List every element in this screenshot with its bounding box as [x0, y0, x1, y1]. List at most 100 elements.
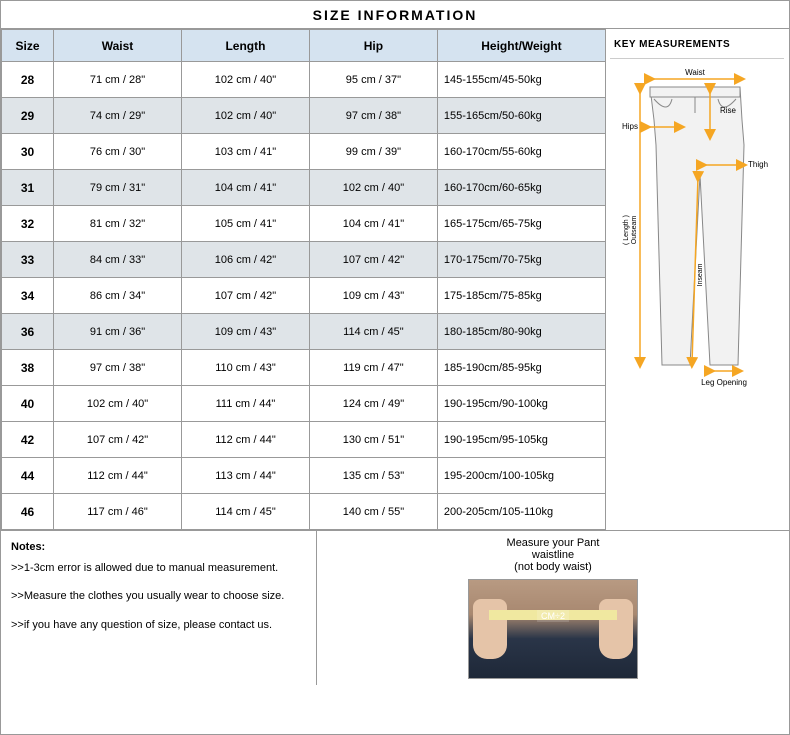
cell-hw-col: 190-195cm/90-100kg [437, 386, 605, 422]
cell-size-col: 33 [2, 242, 54, 278]
cm-label: CM÷2 [537, 610, 569, 622]
table-row: 3384 cm / 33"106 cm / 42"107 cm / 42"170… [2, 242, 606, 278]
cell-hip-col: 135 cm / 53" [309, 458, 437, 494]
cell-length-col: 106 cm / 42" [182, 242, 310, 278]
pants-diagram: Waist Hips Rise Thigh ( Length ) Outseam… [610, 65, 780, 395]
cell-size-col: 42 [2, 422, 54, 458]
cell-hw-col: 155-165cm/50-60kg [437, 98, 605, 134]
cell-length-col: 113 cm / 44" [182, 458, 310, 494]
cell-waist-col: 74 cm / 29" [54, 98, 182, 134]
cell-hip-col: 99 cm / 39" [309, 134, 437, 170]
table-row: 3897 cm / 38"110 cm / 43"119 cm / 47"185… [2, 350, 606, 386]
col-size: Size [2, 30, 54, 62]
cell-hip-col: 102 cm / 40" [309, 170, 437, 206]
col-waist: Waist [54, 30, 182, 62]
cell-hip-col: 97 cm / 38" [309, 98, 437, 134]
cell-size-col: 31 [2, 170, 54, 206]
cell-size-col: 28 [2, 62, 54, 98]
cell-hip-col: 104 cm / 41" [309, 206, 437, 242]
measure-photo: CM÷2 [468, 579, 638, 679]
cell-waist-col: 76 cm / 30" [54, 134, 182, 170]
cell-hip-col: 124 cm / 49" [309, 386, 437, 422]
measure-heading-1: Measure your Pant [323, 537, 783, 549]
cell-hw-col: 180-185cm/80-90kg [437, 314, 605, 350]
measure-section: Measure your Pant waistline (not body wa… [317, 531, 789, 685]
cell-waist-col: 79 cm / 31" [54, 170, 182, 206]
table-row: 44112 cm / 44"113 cm / 44"135 cm / 53"19… [2, 458, 606, 494]
cell-length-col: 111 cm / 44" [182, 386, 310, 422]
cell-length-col: 114 cm / 45" [182, 494, 310, 530]
col-height-weight: Height/Weight [437, 30, 605, 62]
hand-right-icon [599, 599, 633, 659]
label-outseam: Outseam [631, 216, 638, 245]
cell-size-col: 36 [2, 314, 54, 350]
cell-hw-col: 200-205cm/105-110kg [437, 494, 605, 530]
cell-size-col: 44 [2, 458, 54, 494]
main-row: Size Waist Length Hip Height/Weight 2871… [1, 29, 789, 530]
cell-hw-col: 175-185cm/75-85kg [437, 278, 605, 314]
cell-waist-col: 71 cm / 28" [54, 62, 182, 98]
cell-size-col: 30 [2, 134, 54, 170]
table-row: 42107 cm / 42"112 cm / 44"130 cm / 51"19… [2, 422, 606, 458]
cell-waist-col: 91 cm / 36" [54, 314, 182, 350]
notes-section: Notes: >>1-3cm error is allowed due to m… [1, 531, 317, 685]
cell-waist-col: 81 cm / 32" [54, 206, 182, 242]
page-title: SIZE INFORMATION [1, 1, 789, 29]
note-item: >>1-3cm error is allowed due to manual m… [11, 561, 306, 575]
table-row: 3076 cm / 30"103 cm / 41"99 cm / 39"160-… [2, 134, 606, 170]
cell-size-col: 29 [2, 98, 54, 134]
cell-length-col: 102 cm / 40" [182, 62, 310, 98]
cell-hw-col: 165-175cm/65-75kg [437, 206, 605, 242]
label-leg-opening: Leg Opening [701, 378, 747, 387]
cell-length-col: 104 cm / 41" [182, 170, 310, 206]
cell-hw-col: 160-170cm/55-60kg [437, 134, 605, 170]
size-table: Size Waist Length Hip Height/Weight 2871… [1, 29, 606, 530]
label-hips: Hips [622, 122, 638, 131]
table-row: 40102 cm / 40"111 cm / 44"124 cm / 49"19… [2, 386, 606, 422]
col-hip: Hip [309, 30, 437, 62]
notes-title: Notes: [11, 541, 306, 553]
cell-hw-col: 190-195cm/95-105kg [437, 422, 605, 458]
note-item: >>Measure the clothes you usually wear t… [11, 589, 306, 603]
table-header-row: Size Waist Length Hip Height/Weight [2, 30, 606, 62]
diagram-title: KEY MEASUREMENTS [610, 35, 784, 59]
label-length: ( Length ) [623, 215, 630, 245]
cell-hip-col: 130 cm / 51" [309, 422, 437, 458]
cell-waist-col: 86 cm / 34" [54, 278, 182, 314]
table-row: 3486 cm / 34"107 cm / 42"109 cm / 43"175… [2, 278, 606, 314]
note-item: >>if you have any question of size, plea… [11, 618, 306, 632]
col-length: Length [182, 30, 310, 62]
label-thigh: Thigh [748, 160, 768, 169]
diagram-wrap: KEY MEASUREMENTS Waist [606, 29, 788, 530]
cell-size-col: 40 [2, 386, 54, 422]
label-rise: Rise [720, 106, 737, 115]
cell-length-col: 110 cm / 43" [182, 350, 310, 386]
cell-hw-col: 160-170cm/60-65kg [437, 170, 605, 206]
notes-row: Notes: >>1-3cm error is allowed due to m… [1, 530, 789, 685]
cell-hw-col: 170-175cm/70-75kg [437, 242, 605, 278]
cell-waist-col: 107 cm / 42" [54, 422, 182, 458]
cell-waist-col: 84 cm / 33" [54, 242, 182, 278]
table-row: 2974 cm / 29"102 cm / 40"97 cm / 38"155-… [2, 98, 606, 134]
cell-size-col: 32 [2, 206, 54, 242]
cell-hip-col: 109 cm / 43" [309, 278, 437, 314]
label-waist: Waist [685, 68, 705, 77]
table-row: 46117 cm / 46"114 cm / 45"140 cm / 55"20… [2, 494, 606, 530]
table-row: 3691 cm / 36"109 cm / 43"114 cm / 45"180… [2, 314, 606, 350]
size-table-wrap: Size Waist Length Hip Height/Weight 2871… [1, 29, 606, 530]
size-info-container: SIZE INFORMATION Size Waist Length Hip H… [0, 0, 790, 735]
cell-hip-col: 107 cm / 42" [309, 242, 437, 278]
cell-hip-col: 95 cm / 37" [309, 62, 437, 98]
cell-length-col: 103 cm / 41" [182, 134, 310, 170]
cell-waist-col: 97 cm / 38" [54, 350, 182, 386]
cell-length-col: 112 cm / 44" [182, 422, 310, 458]
cell-waist-col: 117 cm / 46" [54, 494, 182, 530]
cell-length-col: 107 cm / 42" [182, 278, 310, 314]
table-row: 3281 cm / 32"105 cm / 41"104 cm / 41"165… [2, 206, 606, 242]
cell-hw-col: 145-155cm/45-50kg [437, 62, 605, 98]
table-row: 2871 cm / 28"102 cm / 40"95 cm / 37"145-… [2, 62, 606, 98]
table-row: 3179 cm / 31"104 cm / 41"102 cm / 40"160… [2, 170, 606, 206]
cell-hip-col: 119 cm / 47" [309, 350, 437, 386]
cell-waist-col: 102 cm / 40" [54, 386, 182, 422]
cell-hw-col: 185-190cm/85-95kg [437, 350, 605, 386]
